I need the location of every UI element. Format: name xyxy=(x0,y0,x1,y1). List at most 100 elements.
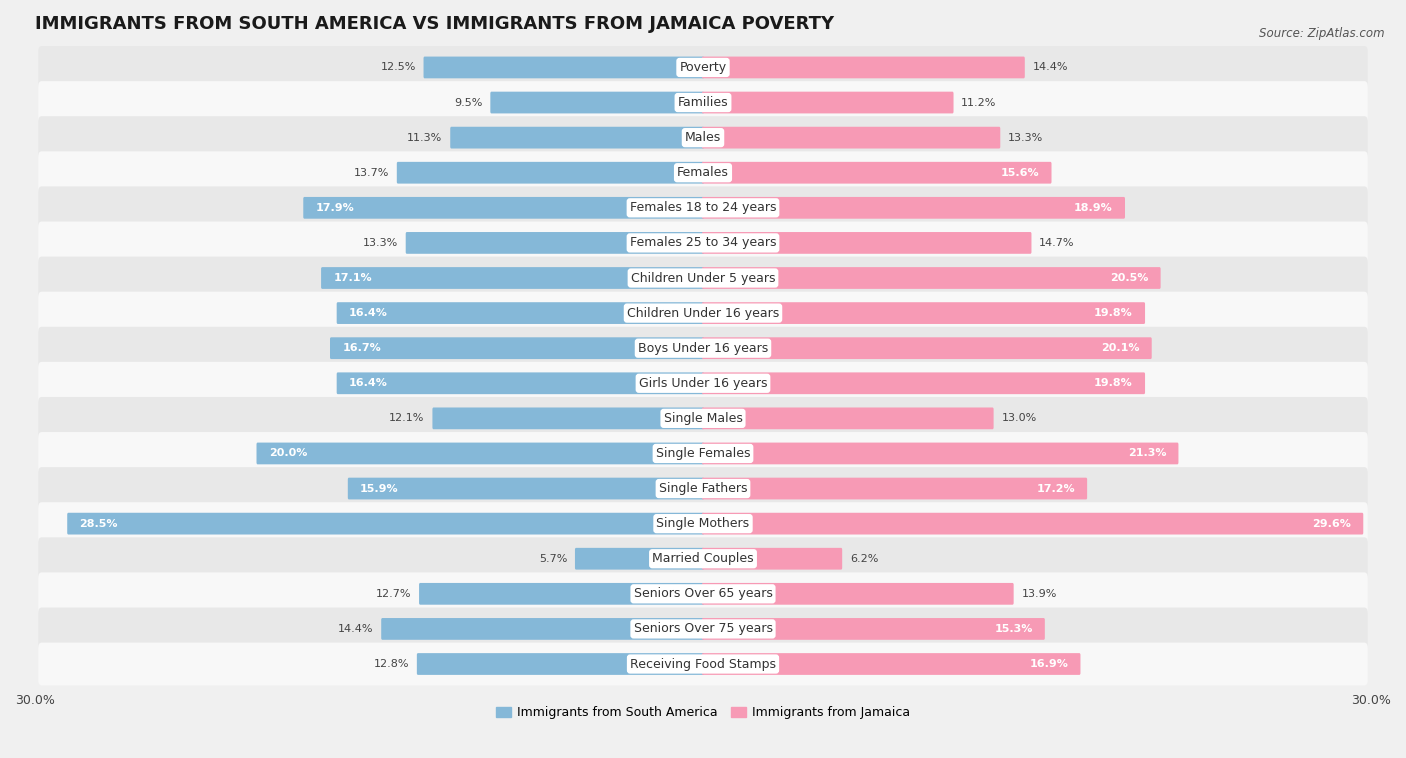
Text: 16.7%: 16.7% xyxy=(342,343,381,353)
FancyBboxPatch shape xyxy=(406,232,704,254)
FancyBboxPatch shape xyxy=(433,408,704,429)
FancyBboxPatch shape xyxy=(396,162,704,183)
Text: Seniors Over 75 years: Seniors Over 75 years xyxy=(634,622,772,635)
FancyBboxPatch shape xyxy=(330,337,704,359)
Text: 12.8%: 12.8% xyxy=(374,659,409,669)
Text: 14.4%: 14.4% xyxy=(337,624,374,634)
FancyBboxPatch shape xyxy=(38,467,1368,510)
Text: 11.2%: 11.2% xyxy=(962,98,997,108)
FancyBboxPatch shape xyxy=(38,46,1368,89)
FancyBboxPatch shape xyxy=(67,512,704,534)
FancyBboxPatch shape xyxy=(491,92,704,114)
FancyBboxPatch shape xyxy=(702,653,1080,675)
Text: 13.3%: 13.3% xyxy=(363,238,398,248)
Text: Married Couples: Married Couples xyxy=(652,553,754,565)
FancyBboxPatch shape xyxy=(702,302,1144,324)
Text: Source: ZipAtlas.com: Source: ZipAtlas.com xyxy=(1260,27,1385,39)
FancyBboxPatch shape xyxy=(450,127,704,149)
Text: 6.2%: 6.2% xyxy=(851,554,879,564)
Text: 13.9%: 13.9% xyxy=(1021,589,1057,599)
FancyBboxPatch shape xyxy=(702,512,1364,534)
Text: Boys Under 16 years: Boys Under 16 years xyxy=(638,342,768,355)
Text: Females 25 to 34 years: Females 25 to 34 years xyxy=(630,236,776,249)
FancyBboxPatch shape xyxy=(423,57,704,78)
Text: 12.1%: 12.1% xyxy=(389,413,425,424)
Text: 17.9%: 17.9% xyxy=(315,203,354,213)
Text: Males: Males xyxy=(685,131,721,144)
Text: 18.9%: 18.9% xyxy=(1074,203,1112,213)
FancyBboxPatch shape xyxy=(321,267,704,289)
FancyBboxPatch shape xyxy=(38,81,1368,124)
Text: 20.5%: 20.5% xyxy=(1109,273,1149,283)
FancyBboxPatch shape xyxy=(702,267,1160,289)
FancyBboxPatch shape xyxy=(38,186,1368,229)
FancyBboxPatch shape xyxy=(702,618,1045,640)
Text: 17.2%: 17.2% xyxy=(1036,484,1076,493)
FancyBboxPatch shape xyxy=(38,537,1368,580)
Text: 9.5%: 9.5% xyxy=(454,98,482,108)
FancyBboxPatch shape xyxy=(256,443,704,465)
Text: 16.4%: 16.4% xyxy=(349,308,388,318)
Text: 11.3%: 11.3% xyxy=(408,133,443,143)
Text: 15.3%: 15.3% xyxy=(994,624,1032,634)
Text: 19.8%: 19.8% xyxy=(1094,378,1133,388)
FancyBboxPatch shape xyxy=(381,618,704,640)
FancyBboxPatch shape xyxy=(702,478,1087,500)
FancyBboxPatch shape xyxy=(702,127,1000,149)
FancyBboxPatch shape xyxy=(702,583,1014,605)
FancyBboxPatch shape xyxy=(336,372,704,394)
Text: Poverty: Poverty xyxy=(679,61,727,74)
Text: 19.8%: 19.8% xyxy=(1094,308,1133,318)
Text: Seniors Over 65 years: Seniors Over 65 years xyxy=(634,587,772,600)
FancyBboxPatch shape xyxy=(336,302,704,324)
Text: Receiving Food Stamps: Receiving Food Stamps xyxy=(630,657,776,671)
Text: 21.3%: 21.3% xyxy=(1128,449,1166,459)
FancyBboxPatch shape xyxy=(38,362,1368,405)
Text: 12.7%: 12.7% xyxy=(375,589,412,599)
Text: Single Mothers: Single Mothers xyxy=(657,517,749,530)
FancyBboxPatch shape xyxy=(38,257,1368,299)
FancyBboxPatch shape xyxy=(416,653,704,675)
Text: Single Males: Single Males xyxy=(664,412,742,425)
Text: 16.4%: 16.4% xyxy=(349,378,388,388)
Text: 15.6%: 15.6% xyxy=(1001,168,1039,177)
Text: 16.9%: 16.9% xyxy=(1029,659,1069,669)
FancyBboxPatch shape xyxy=(38,327,1368,370)
FancyBboxPatch shape xyxy=(702,372,1144,394)
FancyBboxPatch shape xyxy=(702,92,953,114)
FancyBboxPatch shape xyxy=(702,548,842,569)
FancyBboxPatch shape xyxy=(419,583,704,605)
Text: 14.4%: 14.4% xyxy=(1032,62,1069,73)
FancyBboxPatch shape xyxy=(702,197,1125,219)
Text: 20.0%: 20.0% xyxy=(269,449,307,459)
FancyBboxPatch shape xyxy=(347,478,704,500)
FancyBboxPatch shape xyxy=(38,643,1368,685)
Text: 13.0%: 13.0% xyxy=(1001,413,1036,424)
FancyBboxPatch shape xyxy=(38,503,1368,545)
FancyBboxPatch shape xyxy=(575,548,704,569)
Text: Single Females: Single Females xyxy=(655,447,751,460)
FancyBboxPatch shape xyxy=(702,232,1032,254)
Text: 15.9%: 15.9% xyxy=(360,484,399,493)
Text: 12.5%: 12.5% xyxy=(381,62,416,73)
FancyBboxPatch shape xyxy=(702,162,1052,183)
FancyBboxPatch shape xyxy=(38,572,1368,615)
Text: Single Fathers: Single Fathers xyxy=(659,482,747,495)
Text: Children Under 5 years: Children Under 5 years xyxy=(631,271,775,284)
FancyBboxPatch shape xyxy=(38,292,1368,334)
Text: 20.1%: 20.1% xyxy=(1101,343,1139,353)
FancyBboxPatch shape xyxy=(38,152,1368,194)
FancyBboxPatch shape xyxy=(38,607,1368,650)
Text: IMMIGRANTS FROM SOUTH AMERICA VS IMMIGRANTS FROM JAMAICA POVERTY: IMMIGRANTS FROM SOUTH AMERICA VS IMMIGRA… xyxy=(35,15,834,33)
Text: 5.7%: 5.7% xyxy=(538,554,567,564)
FancyBboxPatch shape xyxy=(38,432,1368,475)
Text: Girls Under 16 years: Girls Under 16 years xyxy=(638,377,768,390)
Text: 29.6%: 29.6% xyxy=(1312,518,1351,528)
FancyBboxPatch shape xyxy=(702,337,1152,359)
Text: 13.3%: 13.3% xyxy=(1008,133,1043,143)
Text: Females 18 to 24 years: Females 18 to 24 years xyxy=(630,202,776,215)
FancyBboxPatch shape xyxy=(38,221,1368,265)
Text: 28.5%: 28.5% xyxy=(80,518,118,528)
FancyBboxPatch shape xyxy=(304,197,704,219)
FancyBboxPatch shape xyxy=(702,443,1178,465)
